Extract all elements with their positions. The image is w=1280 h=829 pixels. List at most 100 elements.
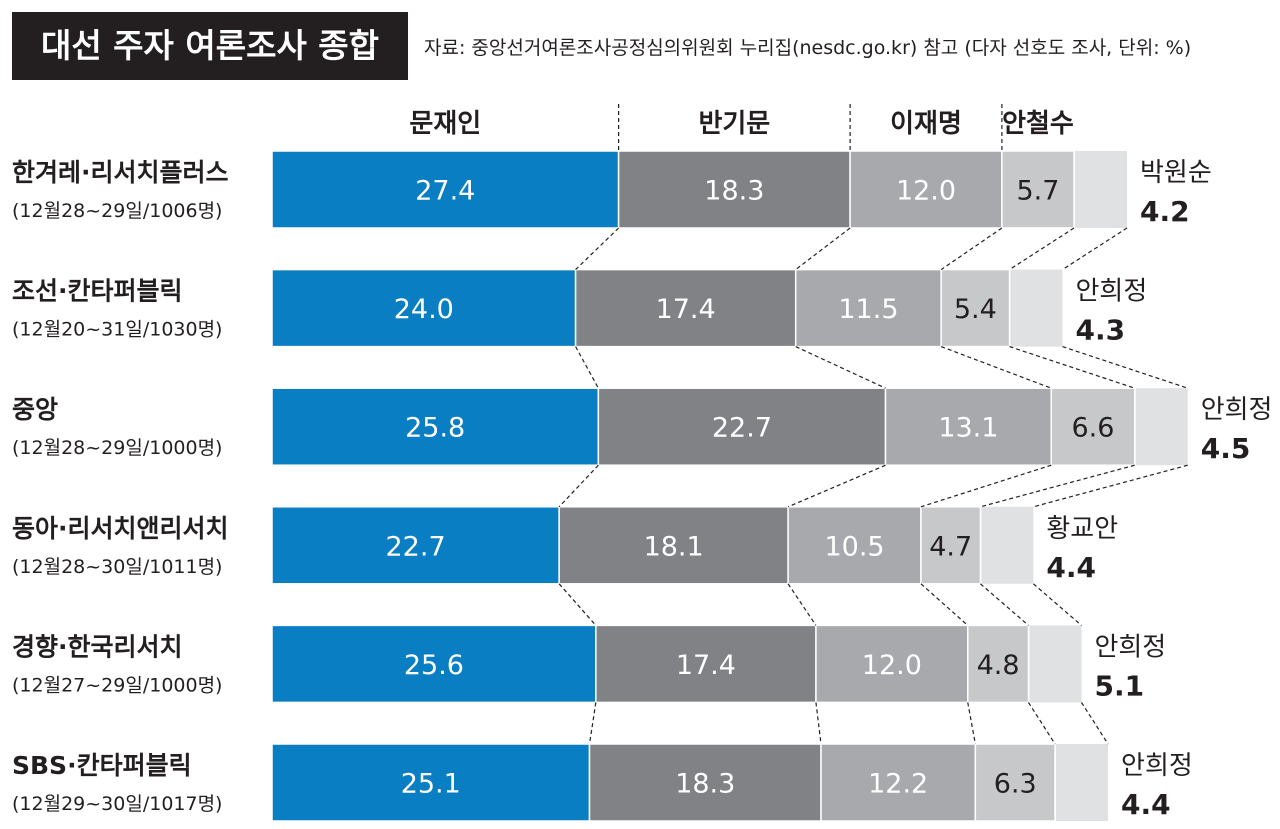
connector-line bbox=[787, 464, 886, 508]
other-candidate-value: 4.4 bbox=[1121, 788, 1171, 821]
connector-line bbox=[940, 346, 1052, 389]
poll-row: SBS·칸타퍼블릭 (12월29~30일/1017명) 25.1 18.3 12.2 6.… bbox=[12, 743, 1193, 822]
poll-row: 중앙 (12월28~29일/1000명) 25.8 22.7 13.1 6.6 안희정 4.5 bbox=[12, 387, 1273, 466]
bar-segment bbox=[884, 387, 1052, 466]
connector-line bbox=[920, 583, 969, 626]
bar-value-label: 18.1 bbox=[644, 531, 704, 562]
poll-rows: 한겨레·리서치플러스 (12월28~29일/1006명) 27.4 18.3 12.0 5… bbox=[12, 150, 1273, 822]
bar-value-label: 10.5 bbox=[824, 531, 884, 562]
bar-segment bbox=[940, 268, 1011, 348]
bar-value-label: 17.4 bbox=[676, 650, 736, 681]
poll-period-label: (12월28~29일/1006명) bbox=[12, 200, 222, 222]
poll-period-label: (12월20~31일/1030명) bbox=[12, 319, 222, 341]
bar-segment bbox=[271, 506, 560, 585]
connector-line bbox=[1062, 346, 1188, 389]
other-candidate-name: 황교안 bbox=[1046, 514, 1118, 544]
bar-value-label: 5.4 bbox=[954, 294, 997, 325]
bar-segment bbox=[967, 624, 1030, 704]
bar-segment bbox=[271, 624, 597, 704]
bar-value-label: 18.3 bbox=[704, 176, 764, 207]
bar-segment bbox=[271, 387, 600, 466]
poll-period-label: (12월28~29일/1000명) bbox=[12, 437, 222, 459]
connector-line bbox=[815, 702, 822, 745]
bar-value-label: 4.7 bbox=[929, 531, 972, 562]
other-candidate-value: 5.1 bbox=[1094, 669, 1144, 702]
chart-title: 대선 주자 여론조사 종합 bbox=[12, 12, 408, 80]
connector-line bbox=[1033, 464, 1188, 508]
connector-line bbox=[787, 583, 817, 626]
bar-value-label: 25.1 bbox=[401, 769, 461, 800]
connector-line bbox=[980, 583, 1029, 626]
connector-line bbox=[920, 464, 1052, 508]
bar-segment bbox=[787, 506, 922, 585]
connector-line bbox=[1027, 702, 1056, 745]
other-candidate-name: 박원순 bbox=[1140, 158, 1212, 188]
connector-line bbox=[1033, 583, 1082, 626]
pollster-label: 동아·리서치앤리서치 bbox=[12, 514, 229, 543]
poll-period-label: (12월28~30일/1011명) bbox=[12, 556, 222, 578]
bar-value-label: 22.7 bbox=[386, 531, 446, 562]
bar-segment bbox=[595, 624, 817, 704]
bar-value-label: 6.6 bbox=[1072, 413, 1115, 444]
candidate-header-label: 반기문 bbox=[698, 109, 770, 139]
poll-row: 조선·칸타퍼블릭 (12월20~31일/1030명) 24.0 17.4 11.5 5.4… bbox=[12, 268, 1147, 348]
other-candidate-value: 4.3 bbox=[1075, 314, 1125, 347]
bar-value-label: 4.8 bbox=[977, 650, 1020, 681]
connector-lines bbox=[558, 227, 1188, 745]
other-segment bbox=[1056, 744, 1109, 821]
candidate-header: 문재인 반기문 이재명 안철수 bbox=[409, 104, 1074, 151]
poll-period-label: (12월27~29일/1000명) bbox=[12, 674, 222, 696]
pollster-label: 중앙 bbox=[12, 395, 58, 424]
bar-value-label: 27.4 bbox=[415, 176, 475, 207]
other-candidate-value: 4.4 bbox=[1046, 551, 1096, 584]
poll-row: 동아·리서치앤리서치 (12월28~30일/1011명) 22.7 18.1 10.5 4… bbox=[12, 506, 1118, 585]
bar-segment bbox=[794, 268, 942, 348]
candidate-header-label: 문재인 bbox=[409, 109, 481, 139]
bar-value-label: 18.3 bbox=[675, 769, 735, 800]
other-candidate-name: 안희정 bbox=[1201, 395, 1273, 425]
bar-segment bbox=[597, 387, 887, 466]
bar-segment bbox=[271, 743, 591, 822]
bar-value-label: 13.1 bbox=[938, 413, 998, 444]
other-candidate-name: 안희정 bbox=[1075, 277, 1147, 307]
bar-value-label: 22.7 bbox=[712, 413, 772, 444]
candidate-header-label: 이재명 bbox=[890, 109, 962, 139]
connector-line bbox=[795, 227, 851, 271]
pollster-label: SBS·칸타퍼블릭 bbox=[12, 751, 192, 780]
poll-row: 한겨레·리서치플러스 (12월28~29일/1006명) 27.4 18.3 12.0 5… bbox=[12, 150, 1212, 229]
bar-segment bbox=[1050, 387, 1136, 466]
bar-value-label: 17.4 bbox=[656, 294, 716, 325]
bar-value-label: 24.0 bbox=[394, 294, 454, 325]
connector-line bbox=[940, 227, 1003, 271]
bar-value-label: 12.0 bbox=[896, 176, 956, 207]
connector-line bbox=[575, 346, 599, 389]
bar-value-label: 11.5 bbox=[838, 294, 898, 325]
bar-segment bbox=[574, 268, 797, 348]
pollster-label: 경향·한국리서치 bbox=[12, 632, 183, 661]
bar-value-label: 5.7 bbox=[1016, 176, 1059, 207]
other-segment bbox=[981, 506, 1034, 584]
bar-segment bbox=[1001, 150, 1075, 229]
other-candidate-name: 안희정 bbox=[1121, 751, 1193, 781]
connector-line bbox=[980, 464, 1135, 508]
bar-segment bbox=[558, 506, 789, 585]
other-segment bbox=[1135, 388, 1188, 466]
other-candidate-value: 4.5 bbox=[1201, 432, 1251, 465]
connector-line bbox=[1009, 227, 1075, 271]
bar-value-label: 12.0 bbox=[862, 650, 922, 681]
other-segment bbox=[1029, 625, 1082, 703]
poll-row: 경향·한국리서치 (12월27~29일/1000명) 25.6 17.4 12.0 4.8… bbox=[12, 624, 1166, 704]
connector-line bbox=[588, 702, 597, 745]
pollster-label: 한겨레·리서치플러스 bbox=[12, 158, 229, 187]
bar-segment bbox=[815, 624, 969, 704]
connector-line bbox=[575, 227, 620, 271]
poll-period-label: (12월29~30일/1017명) bbox=[12, 793, 222, 815]
bar-value-label: 6.3 bbox=[994, 769, 1037, 800]
connector-line bbox=[967, 702, 976, 745]
bar-segment bbox=[974, 743, 1056, 822]
candidate-header-label: 안철수 bbox=[1002, 109, 1074, 139]
source-note: 자료: 중앙선거여론조사공정심의위원회 누리집(nesdc.go.kr) 참고 … bbox=[424, 37, 1192, 59]
connector-line bbox=[795, 346, 886, 389]
connector-line bbox=[1080, 702, 1109, 745]
